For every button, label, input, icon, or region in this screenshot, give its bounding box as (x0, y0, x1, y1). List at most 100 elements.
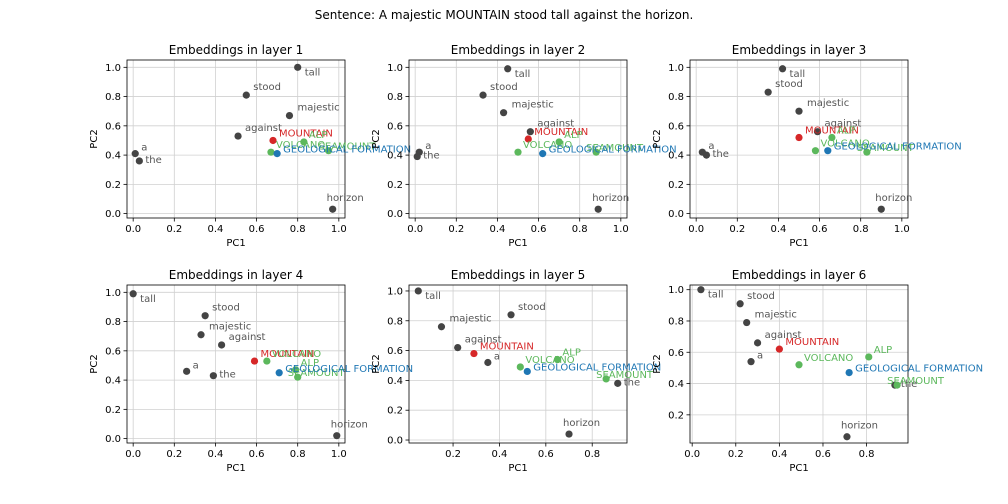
data-point-majestic (500, 109, 508, 117)
y-tick-label: 0.2 (387, 180, 403, 191)
data-point-tall (129, 290, 137, 298)
point-label: horizon (563, 418, 600, 429)
data-point-seamount (863, 148, 871, 156)
x-tick-label: 0.6 (249, 224, 265, 235)
point-label: a (708, 141, 714, 152)
y-tick-label: 0.4 (668, 379, 684, 390)
x-tick-label: 0.2 (445, 449, 461, 460)
data-point-geological-formation (824, 147, 832, 155)
chart-panel-layer-6: 0.0 0.2 0.4 0.6 0.8 0.2 0.4 0.6 0.8 1.0 Embeddings… (652, 268, 983, 474)
point-label: MOUNTAIN (279, 128, 333, 139)
data-point-the (702, 151, 711, 159)
data-point-alp (865, 353, 873, 361)
y-tick-label: 0.4 (105, 376, 121, 387)
point-label: majestic (209, 322, 251, 333)
x-tick-label: 0.4 (770, 224, 786, 235)
y-tick-label: 0.8 (668, 92, 684, 103)
y-tick-label: 0.0 (105, 209, 121, 220)
chart-title: Embeddings in layer 5 (451, 268, 585, 282)
data-point-seamount (893, 381, 901, 389)
point-label: the (901, 379, 917, 390)
chart-title: Embeddings in layer 1 (169, 43, 303, 57)
data-point-stood (201, 312, 209, 320)
axes-frame (408, 284, 628, 444)
point-label: ALP (874, 345, 892, 356)
data-point-the (209, 372, 217, 380)
y-axis-label: PC2 (89, 129, 100, 148)
point-label: MOUNTAIN (534, 127, 588, 138)
point-label: majestic (755, 310, 797, 321)
x-tick-label: 0.6 (815, 449, 831, 460)
data-point-alp (553, 355, 562, 364)
y-tick-label: 1.0 (105, 288, 121, 299)
data-point-horizon (843, 433, 851, 441)
point-label: GEOLOGICAL FORMATION (283, 145, 411, 156)
data-point-majestic (795, 107, 803, 115)
x-tick-label: 0.2 (166, 224, 182, 235)
x-tick-label: 0.8 (859, 449, 875, 460)
point-label: ALP (564, 130, 582, 141)
chart-title: Embeddings in layer 4 (169, 268, 303, 282)
data-point-volcano (267, 148, 275, 156)
point-label: stood (518, 302, 546, 313)
y-tick-label: 0.6 (387, 346, 403, 357)
point-label: horizon (875, 193, 912, 204)
point-label: against (537, 119, 574, 130)
axes-frame (689, 59, 909, 219)
y-tick-label: 0.0 (387, 209, 403, 220)
y-tick-label: 0.6 (105, 346, 121, 357)
point-label: the (219, 370, 235, 381)
y-axis-label: PC2 (371, 129, 382, 148)
data-point-seamount (592, 148, 600, 156)
point-label: GEOLOGICAL FORMATION (834, 142, 962, 153)
data-point-stood (736, 300, 744, 308)
x-tick-label: 0.6 (249, 449, 265, 460)
x-axis-label: PC1 (226, 463, 245, 474)
figure-title: Sentence: A majestic MOUNTAIN stood tall… (314, 8, 694, 22)
y-tick-label: 1.0 (387, 63, 403, 74)
point-label: against (229, 332, 266, 343)
data-point-geological-formation (273, 150, 281, 158)
point-label: stood (775, 79, 803, 90)
point-label: horizon (331, 420, 368, 431)
data-point-mountain (775, 345, 783, 353)
point-label: tall (515, 69, 531, 80)
point-label: against (825, 119, 862, 130)
data-point-tall (697, 286, 705, 294)
point-label: SEAMOUNT (596, 370, 654, 381)
y-tick-label: 0.2 (387, 406, 403, 417)
data-point-geological-formation (845, 369, 853, 377)
point-label: against (465, 335, 502, 346)
chart-panel-layer-1: 0.0 0.2 0.4 0.6 0.8 1.0 0.0 0.2 0.4 0.6 0.8 1.0 Embe… (89, 43, 411, 249)
y-tick-label: 0.6 (668, 348, 684, 359)
point-label: SEAMOUNT (586, 143, 644, 154)
data-point-horizon (565, 430, 573, 438)
data-point-horizon (594, 205, 602, 213)
y-tick-label: 0.4 (668, 151, 684, 162)
data-point-a (183, 367, 191, 375)
data-point-geological-formation (539, 150, 547, 158)
data-point-geological-formation (275, 369, 283, 377)
point-label: ALP (562, 348, 580, 359)
axes-frame (689, 284, 909, 444)
data-point-volcano (811, 147, 820, 155)
data-point-stood (479, 91, 487, 99)
data-point-horizon (877, 205, 885, 213)
point-label: the (712, 149, 728, 160)
x-tick-label: 1.0 (613, 224, 629, 235)
data-point-volcano (795, 361, 803, 369)
x-tick-label: 0.0 (684, 449, 700, 460)
x-tick-label: 0.2 (448, 224, 464, 235)
x-tick-label: 0.8 (853, 224, 869, 235)
x-tick-label: 0.0 (688, 224, 704, 235)
point-label: tall (708, 290, 724, 301)
point-label: ALP (309, 130, 327, 141)
data-point-mountain (524, 135, 532, 143)
chart-title: Embeddings in layer 2 (451, 43, 585, 57)
point-label: a (757, 351, 763, 362)
point-label: majestic (512, 100, 554, 111)
point-label: the (145, 155, 161, 166)
y-axis-label: PC2 (652, 354, 663, 373)
y-tick-label: 0.2 (105, 405, 121, 416)
x-tick-label: 0.0 (125, 224, 141, 235)
